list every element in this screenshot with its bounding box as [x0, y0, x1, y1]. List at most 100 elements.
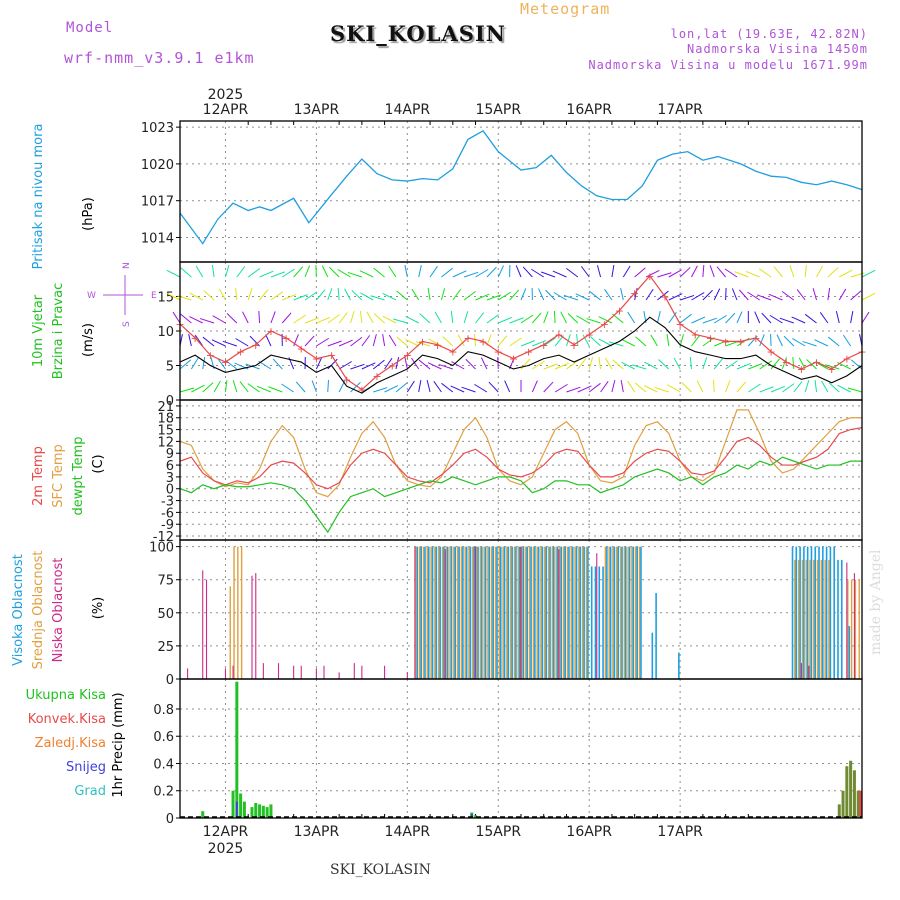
wind-gust-line	[179, 274, 863, 391]
top-year-label: 2025	[208, 87, 244, 103]
wind-barb	[531, 268, 544, 278]
top-day-label: 17APR	[657, 102, 703, 118]
wind-barb	[745, 271, 760, 278]
wind-barb	[350, 311, 355, 324]
wind-barb	[769, 314, 783, 324]
wind-gust-marker: +	[281, 332, 290, 345]
wind-barb	[713, 379, 715, 393]
wind-gust-marker: +	[236, 346, 245, 359]
wind-barb	[588, 382, 601, 393]
y-tick-label: 0	[166, 812, 174, 827]
wind-barb	[681, 381, 692, 393]
wind-barb	[812, 288, 818, 301]
temp-label-2m: 2m Temp	[31, 446, 46, 506]
wind-barb	[821, 380, 829, 393]
wind-barb	[779, 317, 794, 324]
wind-barb	[268, 386, 283, 393]
wind-barb	[350, 363, 365, 370]
wind-barb	[247, 268, 261, 278]
wind-barb	[475, 293, 490, 301]
wind-barb	[575, 293, 590, 301]
wind-barb	[304, 335, 315, 347]
wind-barb	[702, 317, 717, 324]
wind-barb	[475, 269, 489, 278]
wind-barb	[396, 336, 408, 347]
wind-barb	[679, 313, 692, 324]
wind-barb	[450, 310, 454, 324]
temp-label-dewpt: dewpt Temp	[71, 436, 86, 515]
wind-barb	[620, 288, 624, 301]
wind-barb	[329, 266, 340, 278]
wind-barb	[563, 294, 578, 301]
wind-barb	[480, 357, 488, 370]
wind-barb	[361, 335, 371, 347]
wind-barb	[520, 340, 535, 347]
wind-barb	[441, 267, 453, 278]
wind-barb	[497, 265, 504, 278]
wind-barb	[338, 339, 353, 347]
wind-barb	[373, 267, 385, 278]
wind-gust-marker: +	[297, 342, 306, 355]
wind-barb	[382, 315, 397, 324]
y-tick-label: 21	[157, 400, 174, 415]
wind-barb	[761, 312, 772, 324]
wind-barb	[415, 341, 431, 347]
wind-barb	[382, 292, 397, 301]
y-tick-label: -6	[161, 506, 174, 521]
wind-barb	[532, 360, 545, 370]
wind-barb	[835, 311, 840, 324]
pressure-label: Pritisak na nivou mora	[31, 124, 46, 270]
wind-barb	[634, 267, 646, 278]
y-tick-label: 12	[157, 435, 174, 450]
wind-barb	[384, 357, 393, 370]
bottom-day-label: 16APR	[566, 824, 612, 840]
wind-barb	[259, 270, 274, 278]
wind-barb	[713, 314, 727, 324]
wind-barb	[498, 316, 513, 324]
wind-barb	[189, 292, 203, 301]
wind-barb	[861, 269, 876, 278]
legend-conv: Konvek.Kisa	[28, 712, 106, 727]
wind-barb	[668, 269, 682, 278]
wind-barb	[475, 312, 485, 324]
wind-barb	[543, 311, 549, 324]
wind-label-2: Brzina i Pravac	[51, 283, 66, 380]
wind-barb	[203, 290, 215, 301]
wind-barb	[531, 312, 542, 324]
wind-barb	[270, 311, 276, 324]
wind-barb	[188, 334, 192, 347]
wind-barb	[748, 363, 763, 370]
wind-barb	[596, 265, 602, 278]
wind-barb	[757, 294, 772, 301]
model-elevation-label: Nadmorska Visina u modelu 1671.99m	[588, 58, 868, 72]
wind-barb	[839, 269, 853, 278]
bottom-day-label: 13APR	[294, 824, 340, 840]
wind-barb	[588, 357, 594, 370]
wind-gust-marker: +	[706, 332, 715, 345]
wind-barb	[668, 293, 683, 301]
wind-gust-marker: +	[842, 353, 851, 366]
y-tick-label: 3	[166, 471, 174, 486]
elevation-label: Nadmorska Visina 1450m	[687, 42, 868, 56]
wind-barb	[553, 292, 567, 301]
wind-barb	[781, 357, 787, 370]
wind-gust-marker: +	[479, 335, 488, 348]
wind-barb	[543, 337, 556, 347]
wind-gust-marker: +	[221, 356, 230, 369]
wind-barb	[604, 357, 613, 370]
wind-barb	[509, 317, 524, 324]
wind-barb	[351, 290, 363, 301]
wind-gust-marker: +	[585, 328, 594, 341]
wind-barb	[689, 356, 692, 370]
wind-barb	[804, 313, 817, 324]
wind-barb	[393, 318, 408, 324]
wind-barb	[612, 359, 624, 370]
wind-barb	[736, 363, 751, 370]
wind-gust-marker: +	[403, 349, 412, 362]
wind-barb	[373, 387, 388, 393]
wind-gust-marker: +	[630, 287, 639, 300]
wind-gust-marker: +	[827, 363, 836, 376]
wind-gust-marker: +	[357, 384, 366, 397]
y-tick-label: 0.2	[153, 785, 174, 800]
wind-barb	[327, 288, 333, 301]
